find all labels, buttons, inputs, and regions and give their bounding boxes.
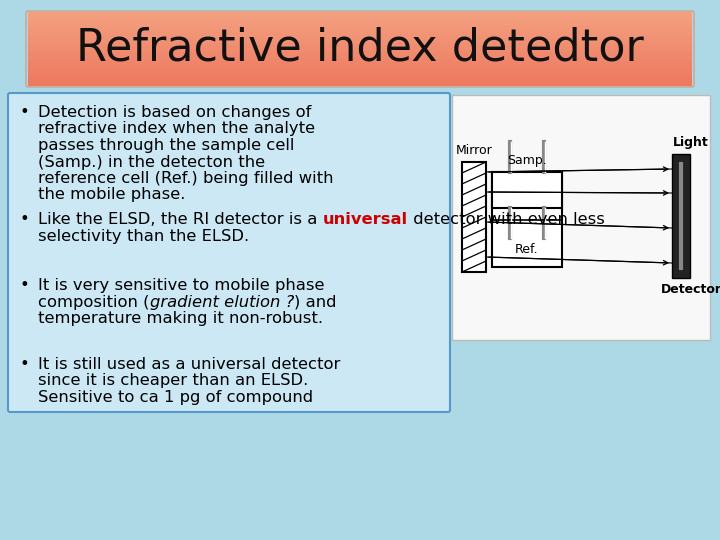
Text: Refractive index detedtor: Refractive index detedtor [76, 26, 644, 70]
Bar [28, 48, 692, 52]
Text: composition (: composition ( [38, 294, 150, 309]
Bar [28, 82, 692, 86]
Text: Light: Light [673, 136, 709, 149]
Bar [28, 50, 692, 53]
Bar [28, 19, 692, 23]
Bar [28, 39, 692, 43]
Bar [28, 25, 692, 29]
Text: detector with even less: detector with even less [408, 212, 605, 227]
Bar [28, 64, 692, 68]
Text: Like the ELSD, the RI detector is a: Like the ELSD, the RI detector is a [38, 212, 323, 227]
Bar [672, 154, 690, 278]
Text: selectivity than the ELSD.: selectivity than the ELSD. [38, 228, 249, 244]
Bar [28, 17, 692, 21]
Bar [28, 80, 692, 84]
Text: Ref.: Ref. [516, 243, 539, 256]
Text: passes through the sample cell: passes through the sample cell [38, 138, 294, 153]
Text: reference cell (Ref.) being filled with: reference cell (Ref.) being filled with [38, 171, 333, 186]
Text: Detector: Detector [660, 283, 720, 296]
Bar [28, 46, 692, 50]
Bar [28, 57, 692, 61]
Bar [28, 70, 692, 73]
Bar [28, 28, 692, 32]
Text: ) and: ) and [294, 294, 336, 309]
Text: refractive index when the analyte: refractive index when the analyte [38, 122, 315, 137]
Bar [28, 77, 692, 80]
Bar [28, 21, 692, 25]
Bar [28, 68, 692, 72]
Bar [28, 71, 692, 75]
Text: Detection is based on changes of: Detection is based on changes of [38, 105, 311, 120]
Bar [28, 41, 692, 45]
Bar [28, 79, 692, 83]
Text: universal: universal [323, 212, 408, 227]
Bar [492, 172, 562, 267]
Text: •: • [20, 105, 30, 120]
Text: Mirror: Mirror [456, 144, 492, 157]
Text: It is still used as a universal detector: It is still used as a universal detector [38, 357, 341, 372]
Text: •: • [20, 212, 30, 227]
Bar [28, 33, 692, 37]
Text: since it is cheaper than an ELSD.: since it is cheaper than an ELSD. [38, 374, 308, 388]
Bar [28, 44, 692, 48]
Bar [28, 59, 692, 63]
Bar [462, 162, 486, 272]
Bar [28, 23, 692, 26]
Bar [28, 43, 692, 46]
Bar [452, 95, 710, 340]
Text: (Samp.) in the detecton the: (Samp.) in the detecton the [38, 154, 265, 170]
Text: Samp.: Samp. [507, 154, 547, 167]
Bar [28, 12, 692, 16]
Text: the mobile phase.: the mobile phase. [38, 187, 185, 202]
FancyBboxPatch shape [8, 93, 450, 412]
Bar [492, 172, 562, 208]
Bar [28, 26, 692, 30]
Bar [28, 52, 692, 56]
Bar [28, 36, 692, 39]
Bar [28, 63, 692, 66]
Bar [28, 73, 692, 77]
Bar [28, 53, 692, 57]
Text: temperature making it non-robust.: temperature making it non-robust. [38, 311, 323, 326]
Text: Sensitive to ca 1 pg of compound: Sensitive to ca 1 pg of compound [38, 390, 313, 405]
Text: gradient elution ?: gradient elution ? [150, 294, 294, 309]
Bar [28, 16, 692, 19]
Text: It is very sensitive to mobile phase: It is very sensitive to mobile phase [38, 278, 325, 293]
Bar [28, 30, 692, 34]
Bar [28, 60, 692, 64]
Bar [28, 75, 692, 79]
Text: •: • [20, 278, 30, 293]
Bar [28, 32, 692, 36]
Bar [28, 55, 692, 59]
Bar [28, 66, 692, 70]
Bar [28, 37, 692, 41]
Bar [28, 14, 692, 18]
Text: •: • [20, 357, 30, 372]
